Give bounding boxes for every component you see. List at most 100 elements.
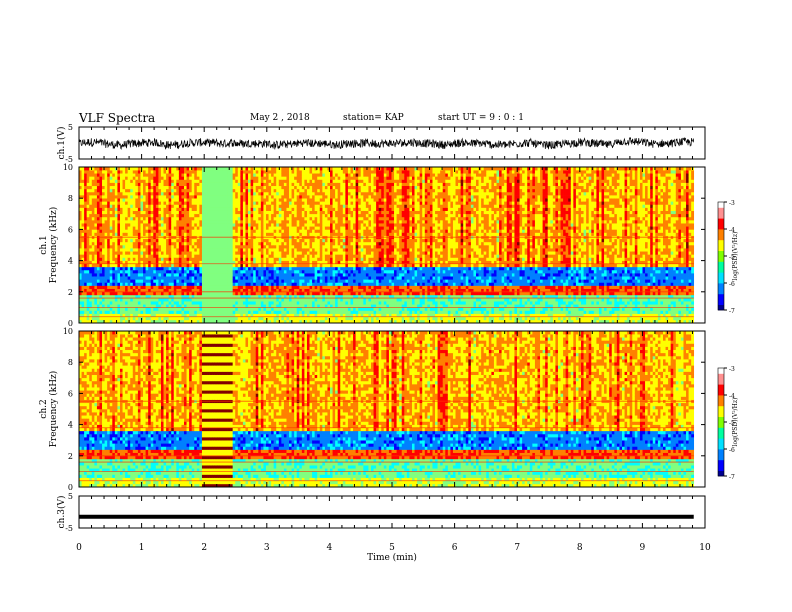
ch1-spectrogram-cell	[245, 260, 249, 265]
ch1-spectrogram-cell	[178, 248, 182, 252]
ch1-spectrogram-cell	[191, 248, 195, 252]
ch1-spectrogram-cell	[227, 269, 231, 274]
ch1-spectrogram-cell	[137, 294, 141, 299]
ch1-spectrogram-cell	[186, 285, 190, 289]
ch1-spectrogram-cell	[214, 198, 218, 202]
ch1-spectrogram-cell	[265, 173, 269, 177]
ch1-spectrogram-cell	[265, 201, 269, 205]
ch1-spectrogram-cell	[289, 310, 292, 314]
ch1-spectrogram-cell	[99, 316, 103, 321]
ch1-spectrogram-cell	[94, 307, 98, 311]
ch1-spectrogram-cell	[217, 291, 221, 296]
ch1-spectrogram-cell	[222, 167, 226, 171]
ch1-spectrogram-cell	[296, 251, 300, 255]
ch1-spectrogram-cell	[122, 232, 126, 236]
ch1-spectrogram-cell	[127, 198, 131, 202]
ch1-spectrogram-cell	[104, 223, 108, 227]
ch1-spectrogram-cell	[89, 288, 93, 293]
ch1-spectrogram-cell	[248, 207, 251, 211]
ch1-spectrogram-cell	[122, 226, 126, 230]
ch1-spectrogram-cell	[260, 176, 264, 180]
ch1-spectrogram-cell	[289, 316, 292, 321]
ch1-spectrogram-cell	[140, 251, 144, 255]
ch1-spectrogram-cell	[312, 316, 315, 321]
ch1-spectrogram-cell	[204, 198, 208, 202]
ch1-spectrogram-cell	[253, 195, 257, 199]
ch1-spectrogram-cell	[135, 319, 139, 324]
ch1-spectrogram-cell	[245, 269, 249, 274]
ch1-spectrogram-cell	[235, 223, 239, 227]
ch1-spectrogram-cell	[102, 198, 105, 202]
ch1-spectrogram-cell	[148, 248, 152, 252]
ch1-spectrogram-cell	[94, 198, 98, 202]
ch1-spectrogram-cell	[176, 223, 180, 227]
ch1-spectrogram-cell	[96, 276, 100, 280]
ch1-spectrogram-cell	[122, 195, 126, 199]
ch1-spectrogram-cell	[109, 213, 113, 218]
ch1-spectrogram-cell	[91, 282, 95, 286]
ch1-spectrogram-cell	[250, 298, 254, 302]
ch1-spectrogram-cell	[107, 229, 111, 233]
ch1-spectrogram-cell	[227, 254, 231, 258]
ch1-spectrogram-cell	[242, 248, 246, 252]
ch1-spectrogram-cell	[319, 257, 323, 261]
ch1-spectrogram-cell	[235, 176, 239, 180]
ch1-spectrogram-cell	[99, 195, 103, 199]
ch1-spectrogram-cell	[158, 257, 162, 261]
ch1-spectrogram-cell	[227, 241, 231, 246]
ch1-spectrogram-cell	[250, 254, 254, 258]
ch1-spectrogram-cell	[94, 238, 98, 243]
ch1-spectrogram-cell	[258, 282, 262, 286]
ch1-spectrogram-cell	[281, 188, 285, 193]
ch1-spectrogram-cell	[194, 170, 198, 174]
ch1-spectrogram-cell	[322, 294, 326, 299]
ch1-spectrogram-cell	[160, 223, 164, 227]
ch1-spectrogram-cell	[253, 223, 257, 227]
ch1-spectrogram-cell	[117, 260, 121, 265]
ch1-spectrogram-cell	[253, 185, 257, 190]
ch1-spectrogram-cell	[168, 241, 172, 246]
ch1-spectrogram-cell	[163, 279, 167, 283]
ch1-spectrogram-cell	[271, 266, 274, 271]
ch1-spectrogram-cell	[160, 245, 164, 249]
ch1-spectrogram-cell	[99, 176, 103, 180]
ch1-spectrogram-cell	[317, 245, 321, 249]
ch1-spectrogram-cell	[263, 170, 267, 174]
ch1-spectrogram-cell	[104, 288, 108, 293]
ch1-spectrogram-cell	[299, 213, 303, 218]
ch1-spectrogram-cell	[260, 313, 264, 318]
ch1-spectrogram-cell	[155, 220, 159, 224]
ch1-spectrogram-cell	[289, 226, 292, 230]
ch1-spectrogram-cell	[137, 204, 141, 208]
ch1-spectrogram-cell	[271, 238, 274, 243]
ch1-spectrogram-cell	[294, 201, 298, 205]
ch1-spectrogram-cell	[91, 313, 95, 318]
ch1-spectrogram-cell	[225, 282, 228, 286]
ch1-spectrogram-cell	[137, 307, 141, 311]
ch1-spectrogram-cell	[240, 279, 244, 283]
ch1-spectrogram-cell	[309, 285, 313, 289]
ch1-spectrogram-cell	[109, 260, 113, 265]
ch1-spectrogram-cell	[301, 245, 305, 249]
ch1-spectrogram-cell	[196, 298, 200, 302]
ch1-spectrogram-cell	[317, 229, 321, 233]
ch1-spectrogram-cell	[137, 198, 141, 202]
ch1-spectrogram-cell	[291, 182, 295, 187]
ch1-spectrogram-cell	[235, 254, 239, 258]
ch1-spectrogram-cell	[201, 170, 205, 174]
ch1-spectrogram-cell	[222, 304, 226, 308]
ch1-spectrogram-cell	[189, 298, 192, 302]
ch1-spectrogram-cell	[194, 232, 198, 236]
ch1-spectrogram-cell	[255, 207, 259, 211]
ch1-spectrogram-cell	[227, 170, 231, 174]
ch1-spectrogram-cell	[199, 251, 203, 255]
ch1-spectrogram-cell	[299, 266, 303, 271]
ch1-spectrogram-cell	[114, 248, 118, 252]
ch1-spectrogram-cell	[314, 279, 318, 283]
ch1-spectrogram-cell	[265, 232, 269, 236]
ch1-spectrogram-cell	[155, 254, 159, 258]
ch1-spectrogram-cell	[184, 245, 187, 249]
ch1-spectrogram-cell	[96, 285, 100, 289]
ch1-spectrogram-cell	[322, 179, 326, 183]
ch1-spectrogram-cell	[312, 167, 315, 171]
